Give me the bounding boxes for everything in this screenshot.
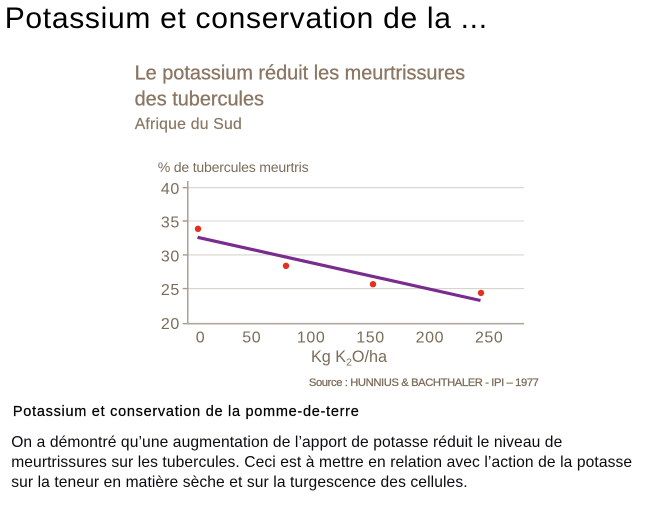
svg-text:Kg K2O/ha: Kg K2O/ha <box>311 348 387 368</box>
svg-text:30: 30 <box>161 248 180 265</box>
svg-text:150: 150 <box>356 329 385 346</box>
svg-text:200: 200 <box>416 329 445 346</box>
svg-text:20: 20 <box>161 316 180 333</box>
svg-text:25: 25 <box>161 282 180 299</box>
svg-text:50: 50 <box>242 329 261 346</box>
svg-text:100: 100 <box>297 329 326 346</box>
svg-text:% de tubercules meurtris: % de tubercules meurtris <box>158 159 309 175</box>
svg-text:Afrique du Sud: Afrique du Sud <box>135 116 242 133</box>
svg-text:Le potassium réduit les meurtr: Le potassium réduit les meurtrissures <box>135 63 466 85</box>
svg-text:Source : HUNNIUS & BACHTHALER: Source : HUNNIUS & BACHTHALER - IPI – 19… <box>309 377 539 389</box>
svg-text:40: 40 <box>161 181 180 198</box>
svg-text:0: 0 <box>196 329 206 346</box>
svg-text:250: 250 <box>475 329 504 346</box>
svg-text:des tubercules: des tubercules <box>135 88 264 110</box>
svg-text:35: 35 <box>161 215 180 232</box>
